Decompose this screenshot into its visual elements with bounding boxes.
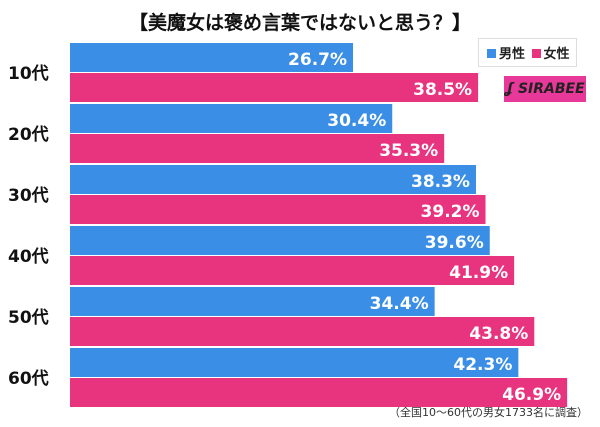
survey-note: （全国10〜60代の男女1733名に調査） <box>389 406 588 419</box>
bar-male <box>70 104 393 133</box>
category-label: 40代 <box>8 246 49 267</box>
legend-label-female: 女性 <box>543 47 570 62</box>
category-label: 20代 <box>8 124 49 145</box>
bar-female <box>70 73 479 102</box>
data-label: 35.3% <box>379 141 438 161</box>
bar-male <box>70 165 476 194</box>
data-label: 30.4% <box>327 111 386 131</box>
bar-male <box>70 226 490 255</box>
bar-female <box>70 195 486 224</box>
data-label: 26.7% <box>288 50 347 70</box>
legend-label-male: 男性 <box>499 47 526 62</box>
bar-female <box>70 317 535 346</box>
data-label: 38.3% <box>411 172 470 192</box>
bar-female <box>70 378 568 407</box>
category-label: 60代 <box>8 368 49 389</box>
bar-male <box>70 43 354 72</box>
bar-female <box>70 134 445 163</box>
chart-title: 【美魔女は褒め言葉ではないと思う？】 <box>128 12 471 34</box>
data-label: 39.2% <box>421 202 480 222</box>
legend-swatch-male <box>487 49 496 58</box>
data-label: 43.8% <box>469 324 528 344</box>
data-label: 42.3% <box>453 355 512 375</box>
sirabee-logo: ʆ SIRABEE <box>504 76 586 102</box>
legend-swatch-female <box>531 49 541 58</box>
category-label: 50代 <box>8 307 49 328</box>
data-label: 41.9% <box>449 263 508 283</box>
data-label: 39.6% <box>425 233 484 253</box>
category-label: 10代 <box>8 63 49 84</box>
data-label: 38.5% <box>413 80 472 100</box>
data-label: 34.4% <box>370 294 429 314</box>
legend: 男性 女性 <box>478 38 577 67</box>
category-label: 30代 <box>8 185 49 206</box>
bar-female <box>70 256 515 285</box>
bar-male <box>70 287 435 316</box>
data-label: 46.9% <box>502 385 561 405</box>
bar-male <box>70 348 519 377</box>
